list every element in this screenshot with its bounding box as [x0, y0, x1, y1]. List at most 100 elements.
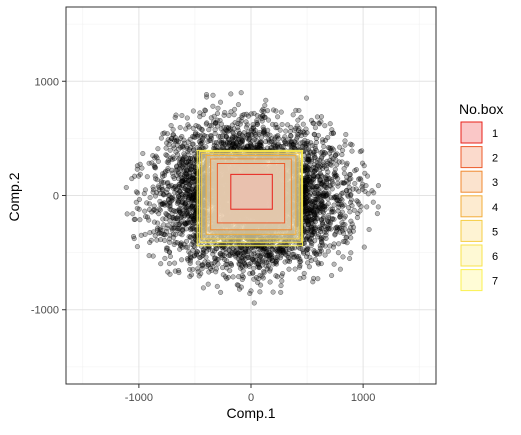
- data-point: [130, 212, 135, 217]
- data-point: [248, 291, 253, 296]
- data-point: [347, 177, 352, 182]
- data-point: [320, 155, 325, 160]
- data-point: [280, 122, 285, 127]
- data-point: [343, 143, 348, 148]
- data-point: [161, 193, 166, 198]
- data-point: [331, 148, 336, 153]
- data-point: [132, 217, 137, 222]
- data-point: [274, 273, 279, 278]
- data-point: [274, 125, 279, 130]
- data-point: [142, 209, 147, 214]
- data-point: [333, 153, 338, 158]
- data-point: [280, 271, 285, 276]
- data-point: [180, 113, 185, 118]
- data-point: [193, 234, 198, 239]
- data-point: [179, 258, 184, 263]
- data-point: [185, 245, 190, 250]
- data-point: [156, 159, 161, 164]
- data-point: [191, 109, 196, 114]
- data-point: [332, 262, 337, 267]
- data-point: [239, 90, 244, 95]
- data-point: [237, 117, 242, 122]
- data-point: [340, 160, 345, 165]
- data-point: [266, 264, 271, 269]
- data-point: [336, 242, 341, 247]
- data-point: [182, 152, 187, 157]
- data-point: [291, 113, 296, 118]
- data-point: [260, 274, 265, 279]
- data-point: [255, 280, 260, 285]
- data-point: [344, 188, 349, 193]
- data-point: [251, 266, 256, 271]
- data-point: [228, 252, 233, 257]
- data-point: [171, 232, 176, 237]
- data-point: [347, 256, 352, 261]
- data-point: [316, 121, 321, 126]
- data-point: [187, 267, 192, 272]
- data-point: [139, 233, 144, 238]
- data-point: [132, 174, 137, 179]
- data-point: [267, 269, 272, 274]
- data-point: [148, 195, 153, 200]
- data-point: [336, 184, 341, 189]
- data-point: [161, 131, 166, 136]
- data-point: [343, 214, 348, 219]
- data-point: [201, 286, 206, 291]
- data-point: [172, 146, 177, 151]
- data-point: [318, 243, 323, 248]
- data-point: [350, 149, 355, 154]
- data-point: [168, 254, 173, 259]
- data-point: [159, 136, 164, 141]
- data-point: [341, 255, 346, 260]
- data-point: [291, 252, 296, 257]
- data-point: [253, 133, 258, 138]
- data-point: [289, 125, 294, 130]
- data-point: [313, 166, 318, 171]
- data-point: [211, 104, 216, 109]
- data-point: [306, 247, 311, 252]
- data-point: [156, 146, 161, 151]
- data-point: [163, 256, 168, 261]
- data-point: [358, 149, 363, 154]
- data-point: [170, 168, 175, 173]
- data-point: [288, 133, 293, 138]
- data-point: [296, 254, 301, 259]
- data-point: [218, 100, 223, 105]
- data-point: [280, 279, 285, 284]
- data-point: [321, 222, 326, 227]
- data-point: [148, 230, 153, 235]
- data-point: [187, 250, 192, 255]
- data-point: [215, 284, 220, 289]
- data-point: [172, 176, 177, 181]
- data-point: [150, 161, 155, 166]
- data-point: [312, 156, 317, 161]
- data-point: [211, 93, 216, 98]
- data-point: [337, 145, 342, 150]
- data-point: [262, 259, 267, 264]
- data-point: [311, 280, 316, 285]
- data-point: [360, 182, 365, 187]
- data-point: [158, 261, 163, 266]
- data-point: [330, 127, 335, 132]
- data-point: [323, 253, 328, 258]
- data-point: [131, 234, 136, 239]
- data-point: [178, 125, 183, 130]
- data-point: [141, 151, 146, 156]
- data-point: [152, 220, 157, 225]
- data-point: [185, 116, 190, 121]
- data-point: [340, 152, 345, 157]
- data-point: [323, 123, 328, 128]
- data-point: [206, 282, 211, 287]
- data-point: [367, 227, 372, 232]
- data-point: [244, 120, 249, 125]
- data-point: [165, 226, 170, 231]
- data-point: [264, 98, 269, 103]
- data-point: [252, 301, 257, 306]
- data-point: [313, 125, 318, 130]
- data-point: [207, 127, 212, 132]
- data-point: [326, 249, 331, 254]
- data-point: [342, 166, 347, 171]
- data-point: [145, 174, 150, 179]
- data-point: [348, 200, 353, 205]
- data-point: [332, 242, 337, 247]
